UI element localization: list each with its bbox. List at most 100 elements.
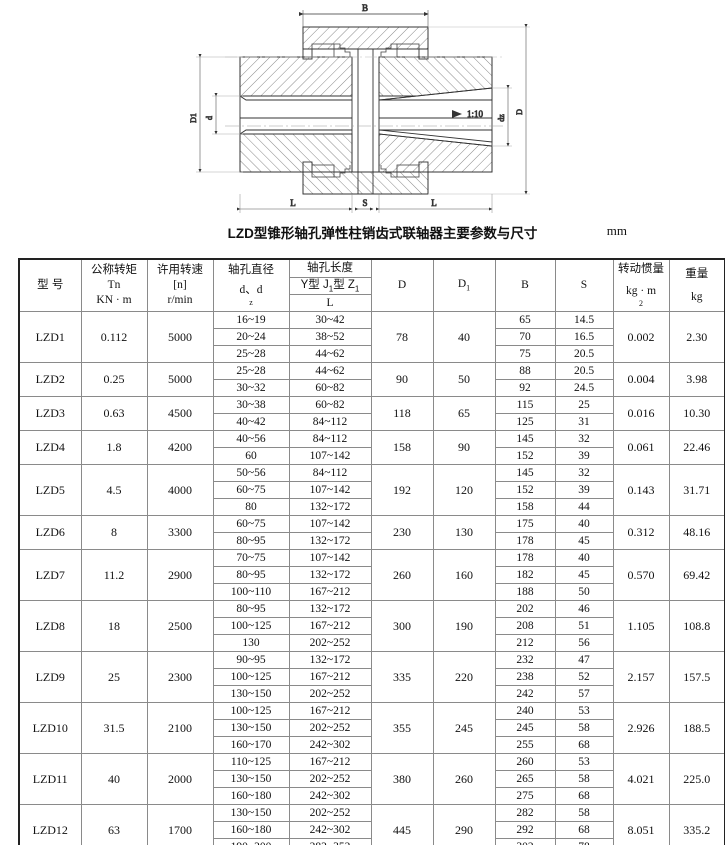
col-header-model: 型 号 [18,258,82,312]
cell-bore-length: 167~212 [288,753,372,771]
cell-D1: 290 [432,804,496,845]
dim-label-B: B [362,3,368,13]
cell-bore-length: 202~252 [288,685,372,703]
dim-label-S: S [362,198,367,208]
col-header-bore-length-sym: L [288,294,372,312]
cell-bore-diameter: 80~95 [212,532,290,550]
cell-inertia: 0.016 [612,396,670,431]
cell-weight: 225.0 [668,753,725,805]
cell-bore-length: 202~252 [288,634,372,652]
table-row: 100~125 167~212 238 52 [19,668,725,686]
cell-S: 25 [554,396,614,414]
cell-D1: 90 [432,430,496,465]
table-row: LZD8 18 2500 80~95 132~172 300 190 202 46 1.105 10… [18,600,725,652]
cell-bore-length: 38~52 [288,328,372,346]
table-row: LZD2 0.25 5000 25~28 44~62 90 50 88 20.5 0.004 3.9… [18,362,725,397]
table-title-row: LZD型锥形轴孔弹性柱销齿式联轴器主要参数与尺寸 mm [0,222,725,248]
cell-inertia: 1.105 [612,600,670,652]
cell-B: 188 [494,583,556,601]
table-row: LZD12 63 1700 130~150 202~252 445 290 282 58 8.05… [18,804,725,845]
cell-B: 125 [494,413,556,431]
cell-inertia: 2.157 [612,651,670,703]
cell-bore-diameter: 110~125 [212,753,290,771]
header-row-2: Y型 J1型 Z1 [19,277,725,295]
cell-S: 53 [554,753,614,771]
cell-B: 115 [494,396,556,414]
cell-D: 78 [370,311,434,363]
cell-bore-length: 107~142 [288,515,372,533]
cell-speed: 3300 [146,515,214,550]
cell-bore-length: 202~252 [288,719,372,737]
cell-bore-length: 30~42 [288,311,372,329]
cell-bore-length: 132~172 [288,651,372,669]
table-row: 160~170 242~302 255 68 [19,736,725,754]
cell-model: LZD1 [18,311,82,363]
dim-label-L-left: L [290,198,296,208]
cell-bore-diameter: 80 [212,498,290,516]
cell-bore-length: 60~82 [288,396,372,414]
cell-S: 40 [554,549,614,567]
cell-B: 88 [494,362,556,380]
cell-bore-diameter: 90~95 [212,651,290,669]
cell-torque: 25 [80,651,148,703]
cell-S: 45 [554,566,614,584]
cell-D1: 220 [432,651,496,703]
cell-torque: 18 [80,600,148,652]
cell-D1: 120 [432,464,496,516]
cell-B: 232 [494,651,556,669]
cell-D: 118 [370,396,434,431]
cell-bore-diameter: 30~32 [212,379,290,397]
cell-D1: 130 [432,515,496,550]
cell-D: 230 [370,515,434,550]
cell-weight: 69.42 [668,549,725,601]
cell-B: 282 [494,804,556,822]
cell-torque: 0.112 [80,311,148,363]
table-row: LZD1 0.112 5000 16~19 30~42 78 40 65 14.5 0.002 2.… [18,311,725,363]
cell-bore-length: 202~252 [288,804,372,822]
cell-torque: 11.2 [80,549,148,601]
cell-bore-diameter: 40~42 [212,413,290,431]
cell-S: 45 [554,532,614,550]
col-header-bore-length: 轴孔长度 [288,258,372,278]
cell-bore-diameter: 160~180 [212,821,290,839]
col-header-torque: 公称转矩 Tn KN · m [80,258,148,312]
cell-bore-length: 107~142 [288,549,372,567]
cell-bore-length: 84~112 [288,464,372,482]
cell-D1: 245 [432,702,496,754]
cell-bore-diameter: 130 [212,634,290,652]
parameters-table-wrap: 型 号 公称转矩 Tn KN · m 许用转速 [n] r/mi [18,258,725,845]
table-body: LZD1 0.112 5000 16~19 30~42 78 40 65 14.5 0.002 2.… [18,311,725,845]
cell-model: LZD10 [18,702,82,754]
table-row: 130~150 202~252 245 58 [19,719,725,737]
cell-S: 20.5 [554,362,614,380]
cell-speed: 5000 [146,311,214,363]
cell-S: 16.5 [554,328,614,346]
cell-B: 152 [494,447,556,465]
cell-bore-diameter: 16~19 [212,311,290,329]
cell-D: 445 [370,804,434,845]
cell-bore-length: 84~112 [288,430,372,448]
cell-D1: 160 [432,549,496,601]
cell-bore-diameter: 40~56 [212,430,290,448]
cell-bore-diameter: 100~125 [212,668,290,686]
cell-D1: 260 [432,753,496,805]
cell-bore-diameter: 160~180 [212,787,290,805]
cell-S: 68 [554,821,614,839]
col-header-weight: 重量 kg [668,258,725,312]
table-row: 80~95 132~172 178 45 [19,532,725,550]
table-row: LZD6 8 3300 60~75 107~142 230 130 175 40 0.312 48.… [18,515,725,550]
cell-S: 58 [554,719,614,737]
table-row: 30~32 60~82 92 24.5 [19,379,725,397]
col-header-D1: D1 [432,258,496,312]
cell-inertia: 0.002 [612,311,670,363]
cell-bore-length: 282~352 [288,838,372,845]
cell-B: 275 [494,787,556,805]
cell-speed: 2500 [146,600,214,652]
dim-label-L-right: L [431,198,437,208]
cell-torque: 31.5 [80,702,148,754]
col-header-bore-diameter: 轴孔直径 d、d z [212,258,290,312]
table-row: LZD10 31.5 2100 100~125 167~212 355 245 240 53 2.… [18,702,725,754]
cell-S: 68 [554,787,614,805]
cell-B: 178 [494,532,556,550]
